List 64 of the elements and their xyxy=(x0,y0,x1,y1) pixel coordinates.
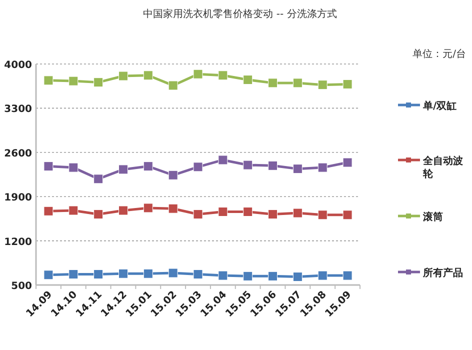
point xyxy=(342,270,352,280)
legend-label: 单/双缸 xyxy=(422,100,457,112)
point xyxy=(292,78,302,88)
point xyxy=(342,210,352,220)
point xyxy=(292,272,302,282)
point xyxy=(168,268,178,278)
point xyxy=(193,162,203,172)
y-tick-label: 500 xyxy=(11,281,32,292)
point xyxy=(243,207,253,217)
point xyxy=(118,206,128,216)
text: 单位：元/台 xyxy=(412,48,466,60)
point xyxy=(218,70,228,80)
y-tick-label: 2600 xyxy=(4,148,32,160)
point xyxy=(243,271,253,281)
point xyxy=(68,270,78,280)
point xyxy=(318,162,328,172)
point xyxy=(44,162,54,172)
point xyxy=(44,76,54,86)
point xyxy=(94,270,104,280)
point xyxy=(68,76,78,86)
point xyxy=(143,70,153,80)
point xyxy=(318,80,328,90)
point xyxy=(292,208,302,218)
point xyxy=(68,206,78,216)
point xyxy=(94,78,104,88)
point xyxy=(342,158,352,168)
y-tick-label: 1200 xyxy=(4,236,32,248)
legend-label: 全自动波轮 xyxy=(422,155,464,180)
point xyxy=(143,162,153,172)
point xyxy=(193,69,203,79)
point xyxy=(143,203,153,213)
point xyxy=(94,210,104,220)
point xyxy=(118,268,128,278)
point xyxy=(292,164,302,174)
point xyxy=(168,80,178,90)
y-tick-label: 1900 xyxy=(4,192,32,204)
point xyxy=(168,204,178,214)
y-tick-label: 4000 xyxy=(4,60,32,71)
point xyxy=(318,210,328,220)
legend-label: 所有产品 xyxy=(422,267,463,279)
chart-title: 中国家用洗衣机零售价格变动 -- 分洗涤方式 xyxy=(143,8,337,20)
point xyxy=(193,210,203,220)
point xyxy=(342,79,352,89)
point xyxy=(243,75,253,85)
legend-label: 滚筒 xyxy=(422,211,443,223)
point xyxy=(268,78,278,88)
point xyxy=(44,206,54,216)
point xyxy=(68,162,78,172)
point xyxy=(268,160,278,170)
point xyxy=(318,270,328,280)
point xyxy=(44,270,54,280)
point xyxy=(143,268,153,278)
point xyxy=(193,270,203,280)
point xyxy=(168,170,178,180)
y-tick-label: 3300 xyxy=(4,104,32,116)
point xyxy=(94,174,104,184)
point xyxy=(218,207,228,217)
point xyxy=(118,71,128,81)
point xyxy=(218,155,228,165)
point xyxy=(218,270,228,280)
point xyxy=(118,164,128,174)
point xyxy=(268,271,278,281)
point xyxy=(243,160,253,170)
point xyxy=(268,210,278,220)
